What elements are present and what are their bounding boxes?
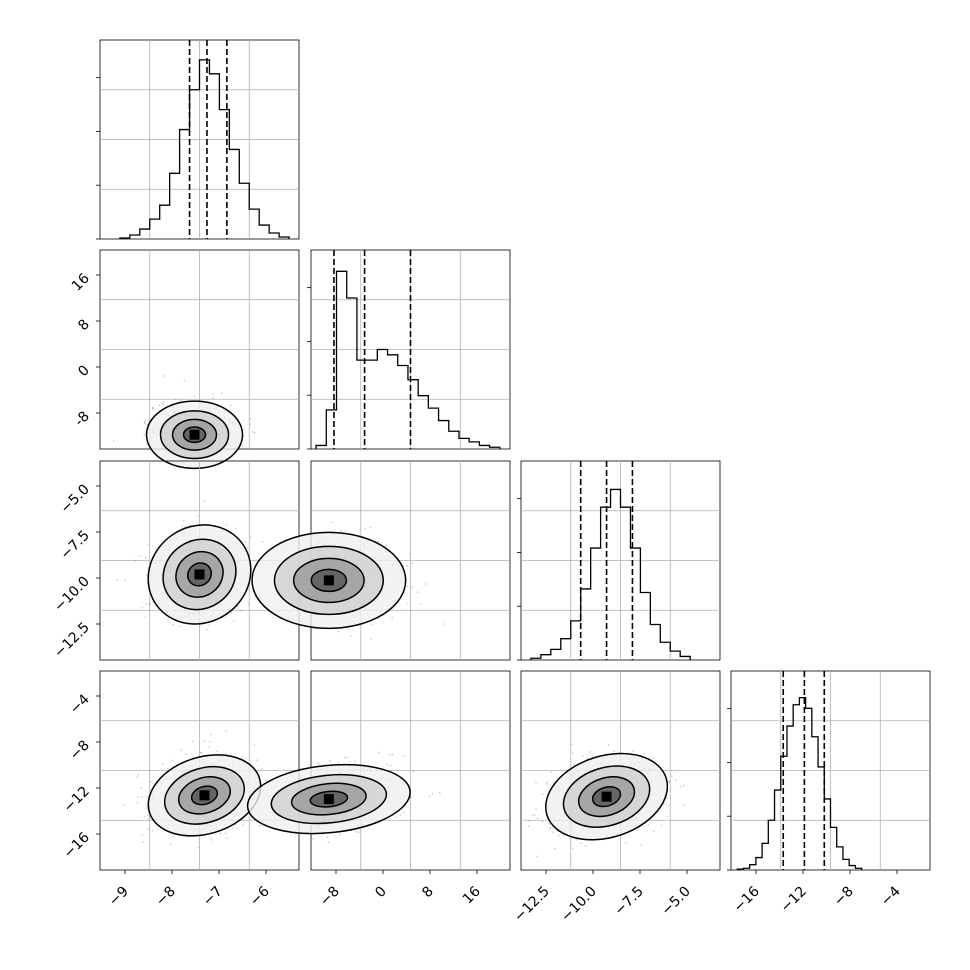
joint-param-3-param-4-density-peak bbox=[601, 791, 612, 802]
joint-param-1-param-2-density-peak bbox=[189, 429, 200, 440]
joint-param-1-param-2-ytick-label-1: 8 bbox=[75, 317, 93, 335]
joint-param-1-param-4-density-peak bbox=[199, 790, 210, 801]
joint-param-1-param-2-ytick-label-0: 16 bbox=[69, 270, 93, 294]
joint-param-1-param-4-ytick-label-2: −12 bbox=[61, 784, 93, 816]
joint-param-1-param-4-xtick-label-3: −6 bbox=[247, 883, 273, 909]
joint-param-2-param-4-xtick-label-0: −8 bbox=[317, 884, 343, 910]
joint-param-3-param-4-xtick-label-2: −7.5 bbox=[611, 884, 646, 919]
joint-param-1-param-4-ytick-label-3: −16 bbox=[61, 829, 93, 861]
hist-param-1-step-line bbox=[119, 59, 290, 239]
joint-param-1-param-3-ytick-label-2: −10.0 bbox=[51, 574, 93, 616]
hist-param-4-xtick-label-1: −12 bbox=[778, 884, 810, 916]
joint-param-1-param-2-ytick-label-3: -8 bbox=[72, 409, 93, 430]
joint-param-2-param-4-xtick-label-2: 8 bbox=[419, 884, 437, 902]
joint-param-3-param-4-xtick-label-3: −5.0 bbox=[658, 884, 693, 919]
hist-param-4-xtick-label-0: −16 bbox=[731, 883, 763, 915]
joint-param-1-param-3-ytick-label-1: −7.5 bbox=[57, 528, 92, 563]
joint-param-1-param-4-ytick-label-0: −4 bbox=[67, 691, 93, 717]
joint-param-3-param-4-xtick-label-0: −12.5 bbox=[511, 884, 553, 926]
hist-param-3-step-line bbox=[530, 488, 691, 660]
joint-param-2-param-4-density-peak bbox=[323, 794, 334, 805]
joint-param-2-param-4-xtick-label-3: 16 bbox=[460, 883, 484, 907]
joint-param-1-param-4-xtick-label-1: −8 bbox=[153, 884, 179, 910]
joint-param-1-param-3-ytick-label-3: −12.5 bbox=[51, 620, 93, 662]
hist-param-2-step-line bbox=[315, 270, 501, 449]
joint-param-2-param-4-xtick-label-1: 0 bbox=[372, 884, 390, 902]
joint-param-1-param-3-ytick-label-0: −5.0 bbox=[57, 482, 92, 517]
joint-param-3-param-4-xtick-label-1: −10.0 bbox=[558, 884, 600, 926]
joint-param-2-param-3-density-peak bbox=[323, 575, 334, 586]
joint-param-1-param-3-density-peak bbox=[194, 569, 205, 580]
joint-param-1-param-4-ytick-label-1: −8 bbox=[67, 738, 93, 764]
joint-param-1-param-2-ytick-label-2: 0 bbox=[75, 363, 93, 381]
hist-param-4-step-line bbox=[736, 697, 863, 870]
hist-param-4-xtick-label-2: −8 bbox=[831, 884, 857, 910]
joint-param-1-param-4-xtick-label-2: −7 bbox=[200, 884, 226, 910]
hist-param-4-xtick-label-3: −4 bbox=[878, 883, 904, 909]
hist-param-4-grid bbox=[731, 671, 930, 870]
joint-param-1-param-4-xtick-label-0: −9 bbox=[106, 884, 132, 910]
